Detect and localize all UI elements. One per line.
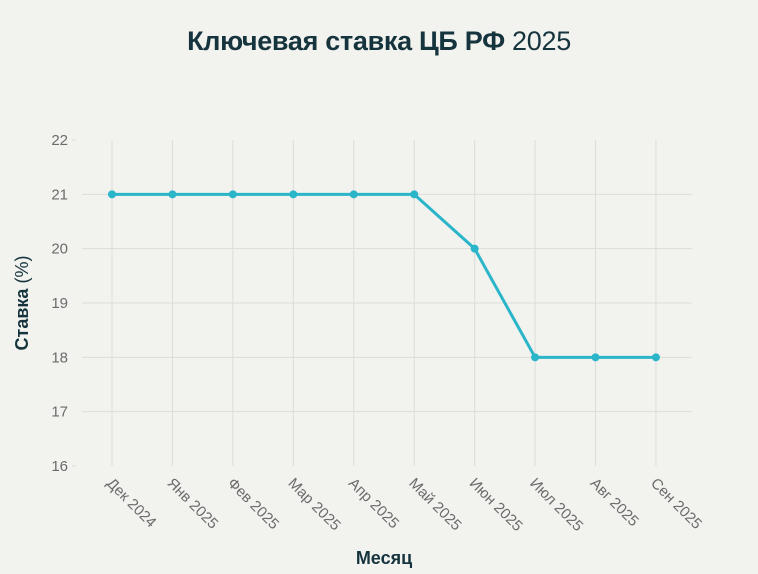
x-tick-label: Авг 2025 [587,475,642,530]
x-tick-label: Фев 2025 [224,475,282,533]
data-point [591,353,600,362]
data-points [108,190,660,362]
x-tick-label: Дек 2024 [103,475,159,531]
data-point [168,190,177,199]
y-tick-label: 21 [51,186,68,203]
x-axis-ticks: Дек 2024 Янв 2025 Фев 2025 Мар 2025 Апр 2025… [103,475,705,535]
x-tick-label: Апр 2025 [345,475,402,532]
data-point [349,190,358,199]
grid-lines [72,139,692,467]
data-point [410,190,419,199]
x-tick-label: Сен 2025 [647,475,705,533]
data-point [531,353,540,362]
data-point [470,244,479,253]
y-tick-label: 22 [51,132,68,149]
y-axis-title: Ставка (%) [12,256,32,351]
chart-title-year: 2025 [512,26,571,56]
x-axis-title: Месяц [356,548,412,568]
x-tick-label: Янв 2025 [164,475,222,533]
chart-title: Ключевая ставка ЦБ РФ 2025 [0,26,758,57]
y-tick-label: 20 [51,241,68,258]
y-tick-label: 17 [51,404,68,421]
data-point [651,353,660,362]
y-tick-label: 19 [51,295,68,312]
y-tick-label: 18 [51,349,68,366]
x-tick-label: Мар 2025 [284,475,343,534]
y-tick-label: 16 [51,458,68,475]
chart-title-main: Ключевая ставка ЦБ РФ [187,26,505,56]
x-tick-label: Май 2025 [405,475,464,534]
x-tick-label: Июл 2025 [526,475,586,535]
rate-line [112,192,656,359]
data-point [108,190,116,199]
y-axis-ticks: 16 17 18 19 20 21 22 [51,132,68,475]
x-tick-label: Июн 2025 [466,475,526,535]
data-point [228,190,237,199]
data-point [289,190,298,199]
